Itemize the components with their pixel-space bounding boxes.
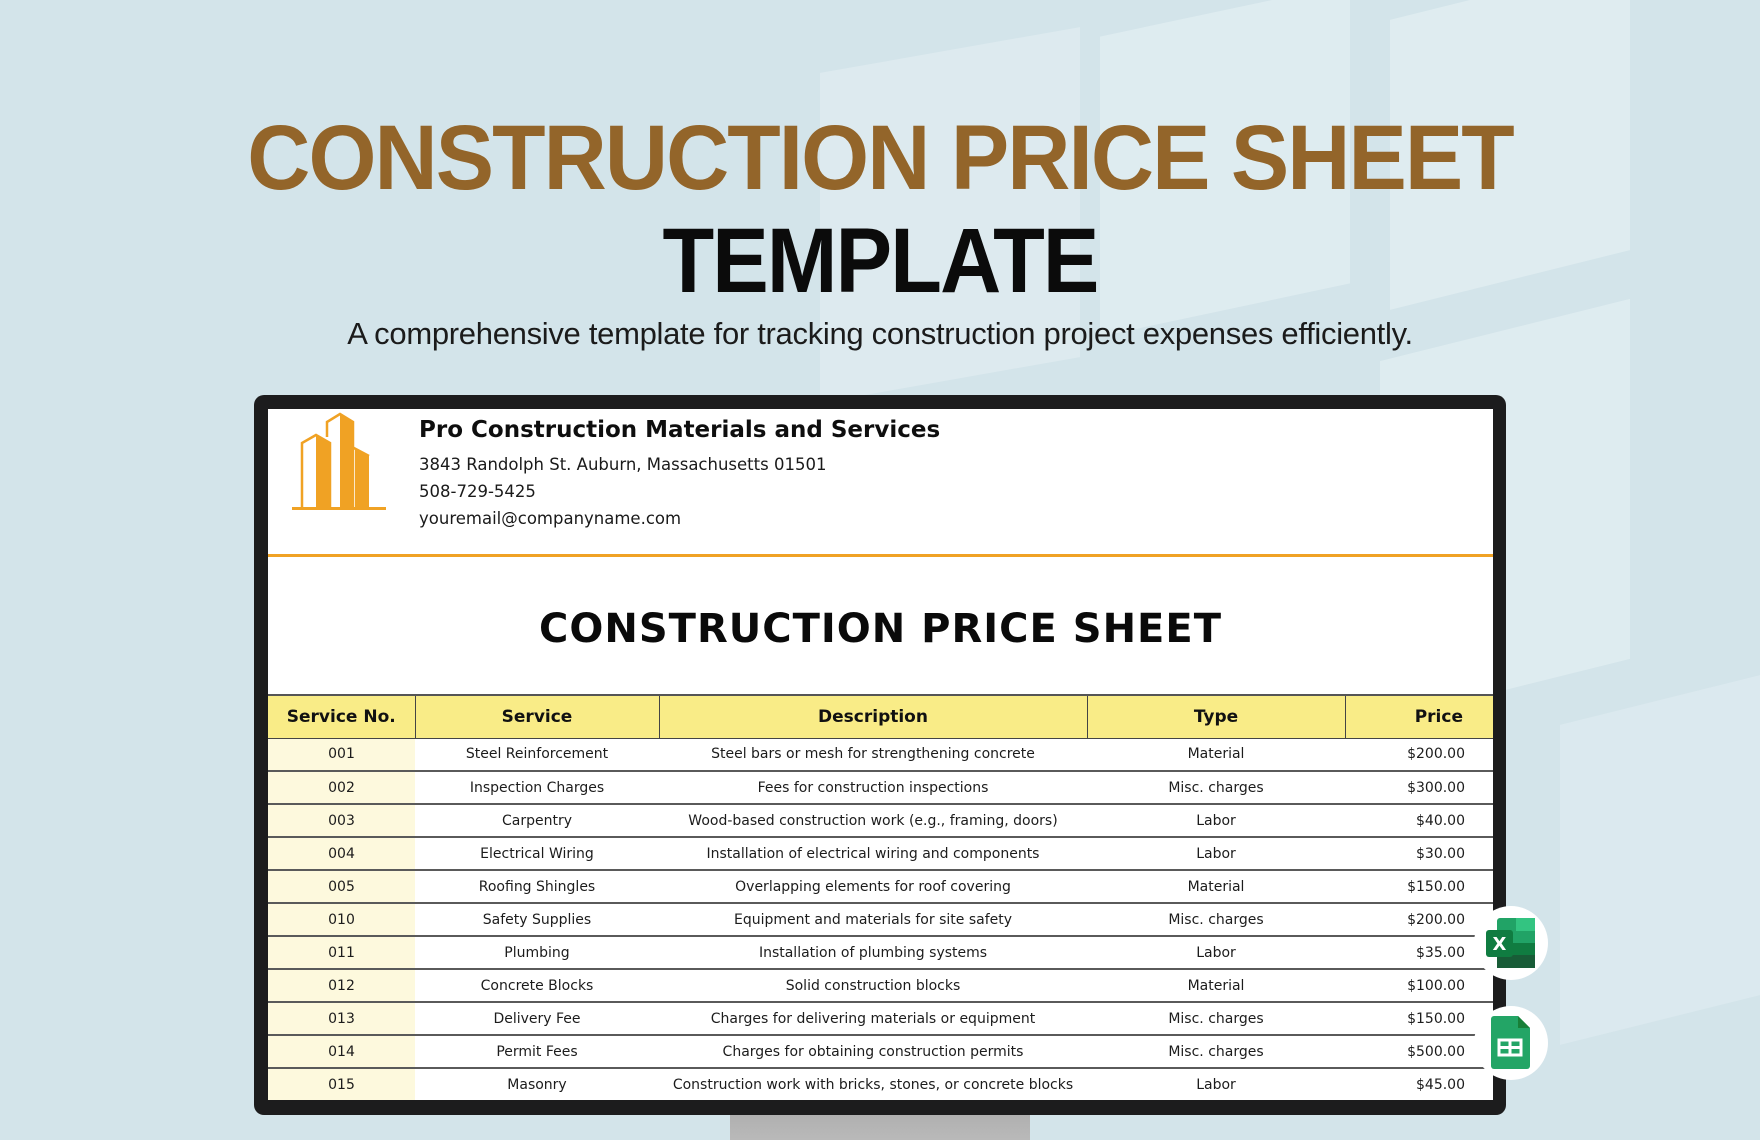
cell-description: Construction work with bricks, stones, o… [672,1077,1074,1093]
table-row: 001 Steel Reinforcement Steel bars or me… [268,738,1493,772]
cell-type: Labor [1196,1077,1236,1093]
cell-type: Material [1087,969,1345,1003]
cell-type: Material [1087,870,1345,904]
buildings-icon [292,412,386,510]
column-header-service: Service [415,694,660,739]
table-row: 003 Carpentry Wood-based construction wo… [268,804,1493,838]
spreadsheet-preview: Pro Construction Materials and Services … [268,409,1493,1100]
cell-service: Inspection Charges [415,771,659,805]
company-name: Pro Construction Materials and Services [419,417,941,443]
cell-type: Misc. charges [1087,1035,1345,1069]
cell-service: Delivery Fee [415,1002,659,1036]
table-row: 015 Masonry Construction work with brick… [268,1068,1493,1100]
cell-service: Permit Fees [415,1035,659,1069]
company-phone: 508-729-5425 [419,482,536,501]
excel-badge[interactable]: X [1474,906,1548,980]
cell-service: Electrical Wiring [415,837,659,871]
cell-type: Material [1087,738,1345,772]
cell-description: Installation of plumbing systems [659,936,1087,970]
cell-service-no: 013 [268,1002,415,1036]
cell-description: Equipment and materials for site safety [659,903,1087,937]
cell-price: $200.00 [1345,903,1493,937]
cell-service-no: 015 [268,1068,415,1100]
cell-description: Steel bars or mesh for strengthening con… [659,738,1087,772]
company-email: youremail@companyname.com [419,509,682,528]
cell-price: $150.00 [1345,870,1493,904]
table-row: 010 Safety Supplies Equipment and materi… [268,903,1493,937]
cell-price: $200.00 [1345,738,1493,772]
hero-subtitle: A comprehensive template for tracking co… [347,316,1413,351]
cell-service: Plumbing [415,936,659,970]
monitor-frame: Pro Construction Materials and Services … [254,395,1506,1115]
google-sheets-icon [1491,1016,1530,1069]
cell-service: Masonry [507,1077,567,1093]
cell-service: Carpentry [415,804,659,838]
table-header-row: Service No. Service Description Type Pri… [268,694,1493,739]
table-row: 013 Delivery Fee Charges for delivering … [268,1002,1493,1036]
cell-description: Overlapping elements for roof covering [659,870,1087,904]
excel-icon: X [1486,918,1535,968]
column-header-price: Price [1345,694,1493,739]
company-address: 3843 Randolph St. Auburn, Massachusetts … [419,455,827,474]
column-header-type: Type [1087,694,1346,739]
table-row: 014 Permit Fees Charges for obtaining co… [268,1035,1493,1069]
sheet-title: CONSTRUCTION PRICE SHEET [539,606,1222,652]
table-row: 012 Concrete Blocks Solid construction b… [268,969,1493,1003]
cell-description: Fees for construction inspections [659,771,1087,805]
price-table: Service No. Service Description Type Pri… [268,694,1493,1100]
svg-text:X: X [1493,934,1507,955]
cell-service-no: 012 [268,969,415,1003]
cell-description: Solid construction blocks [659,969,1087,1003]
cell-service-no: 002 [268,771,415,805]
cell-price: $35.00 [1345,936,1493,970]
cell-service-no: 001 [268,738,415,772]
google-sheets-badge[interactable] [1474,1006,1548,1080]
table-row: 004 Electrical Wiring Installation of el… [268,837,1493,871]
cell-service-no: 010 [268,903,415,937]
cell-service-no: 003 [268,804,415,838]
cell-price: $300.00 [1345,771,1493,805]
company-header: Pro Construction Materials and Services … [268,409,1493,557]
hero-title-line1: CONSTRUCTION PRICE SHEET [247,107,1514,209]
cell-service: Roofing Shingles [415,870,659,904]
cell-service: Concrete Blocks [415,969,659,1003]
column-header-service-no: Service No. [268,694,416,739]
cell-service-no: 005 [268,870,415,904]
cell-service: Steel Reinforcement [415,738,659,772]
cell-service-no: 014 [268,1035,415,1069]
cell-price: $45.00 [1416,1077,1465,1093]
cell-service: Safety Supplies [415,903,659,937]
cell-price: $100.00 [1345,969,1493,1003]
cell-price: $40.00 [1345,804,1493,838]
table-row: 002 Inspection Charges Fees for construc… [268,771,1493,805]
background-window-pane [1560,675,1760,1045]
cell-description: Installation of electrical wiring and co… [659,837,1087,871]
cell-type: Labor [1087,837,1345,871]
cell-description: Charges for obtaining construction permi… [659,1035,1087,1069]
cell-type: Labor [1087,936,1345,970]
table-row: 011 Plumbing Installation of plumbing sy… [268,936,1493,970]
monitor-stand [730,1110,1030,1140]
column-header-description: Description [659,694,1088,739]
cell-description: Charges for delivering materials or equi… [659,1002,1087,1036]
cell-price: $500.00 [1345,1035,1493,1069]
cell-service-no: 011 [268,936,415,970]
cell-price: $30.00 [1345,837,1493,871]
cell-type: Labor [1087,804,1345,838]
cell-type: Misc. charges [1087,1002,1345,1036]
cell-service-no: 004 [268,837,415,871]
cell-type: Misc. charges [1087,771,1345,805]
table-row: 005 Roofing Shingles Overlapping element… [268,870,1493,904]
cell-type: Misc. charges [1087,903,1345,937]
hero-title-line2: TEMPLATE [662,210,1099,312]
cell-price: $150.00 [1345,1002,1493,1036]
cell-description: Wood-based construction work (e.g., fram… [659,804,1087,838]
